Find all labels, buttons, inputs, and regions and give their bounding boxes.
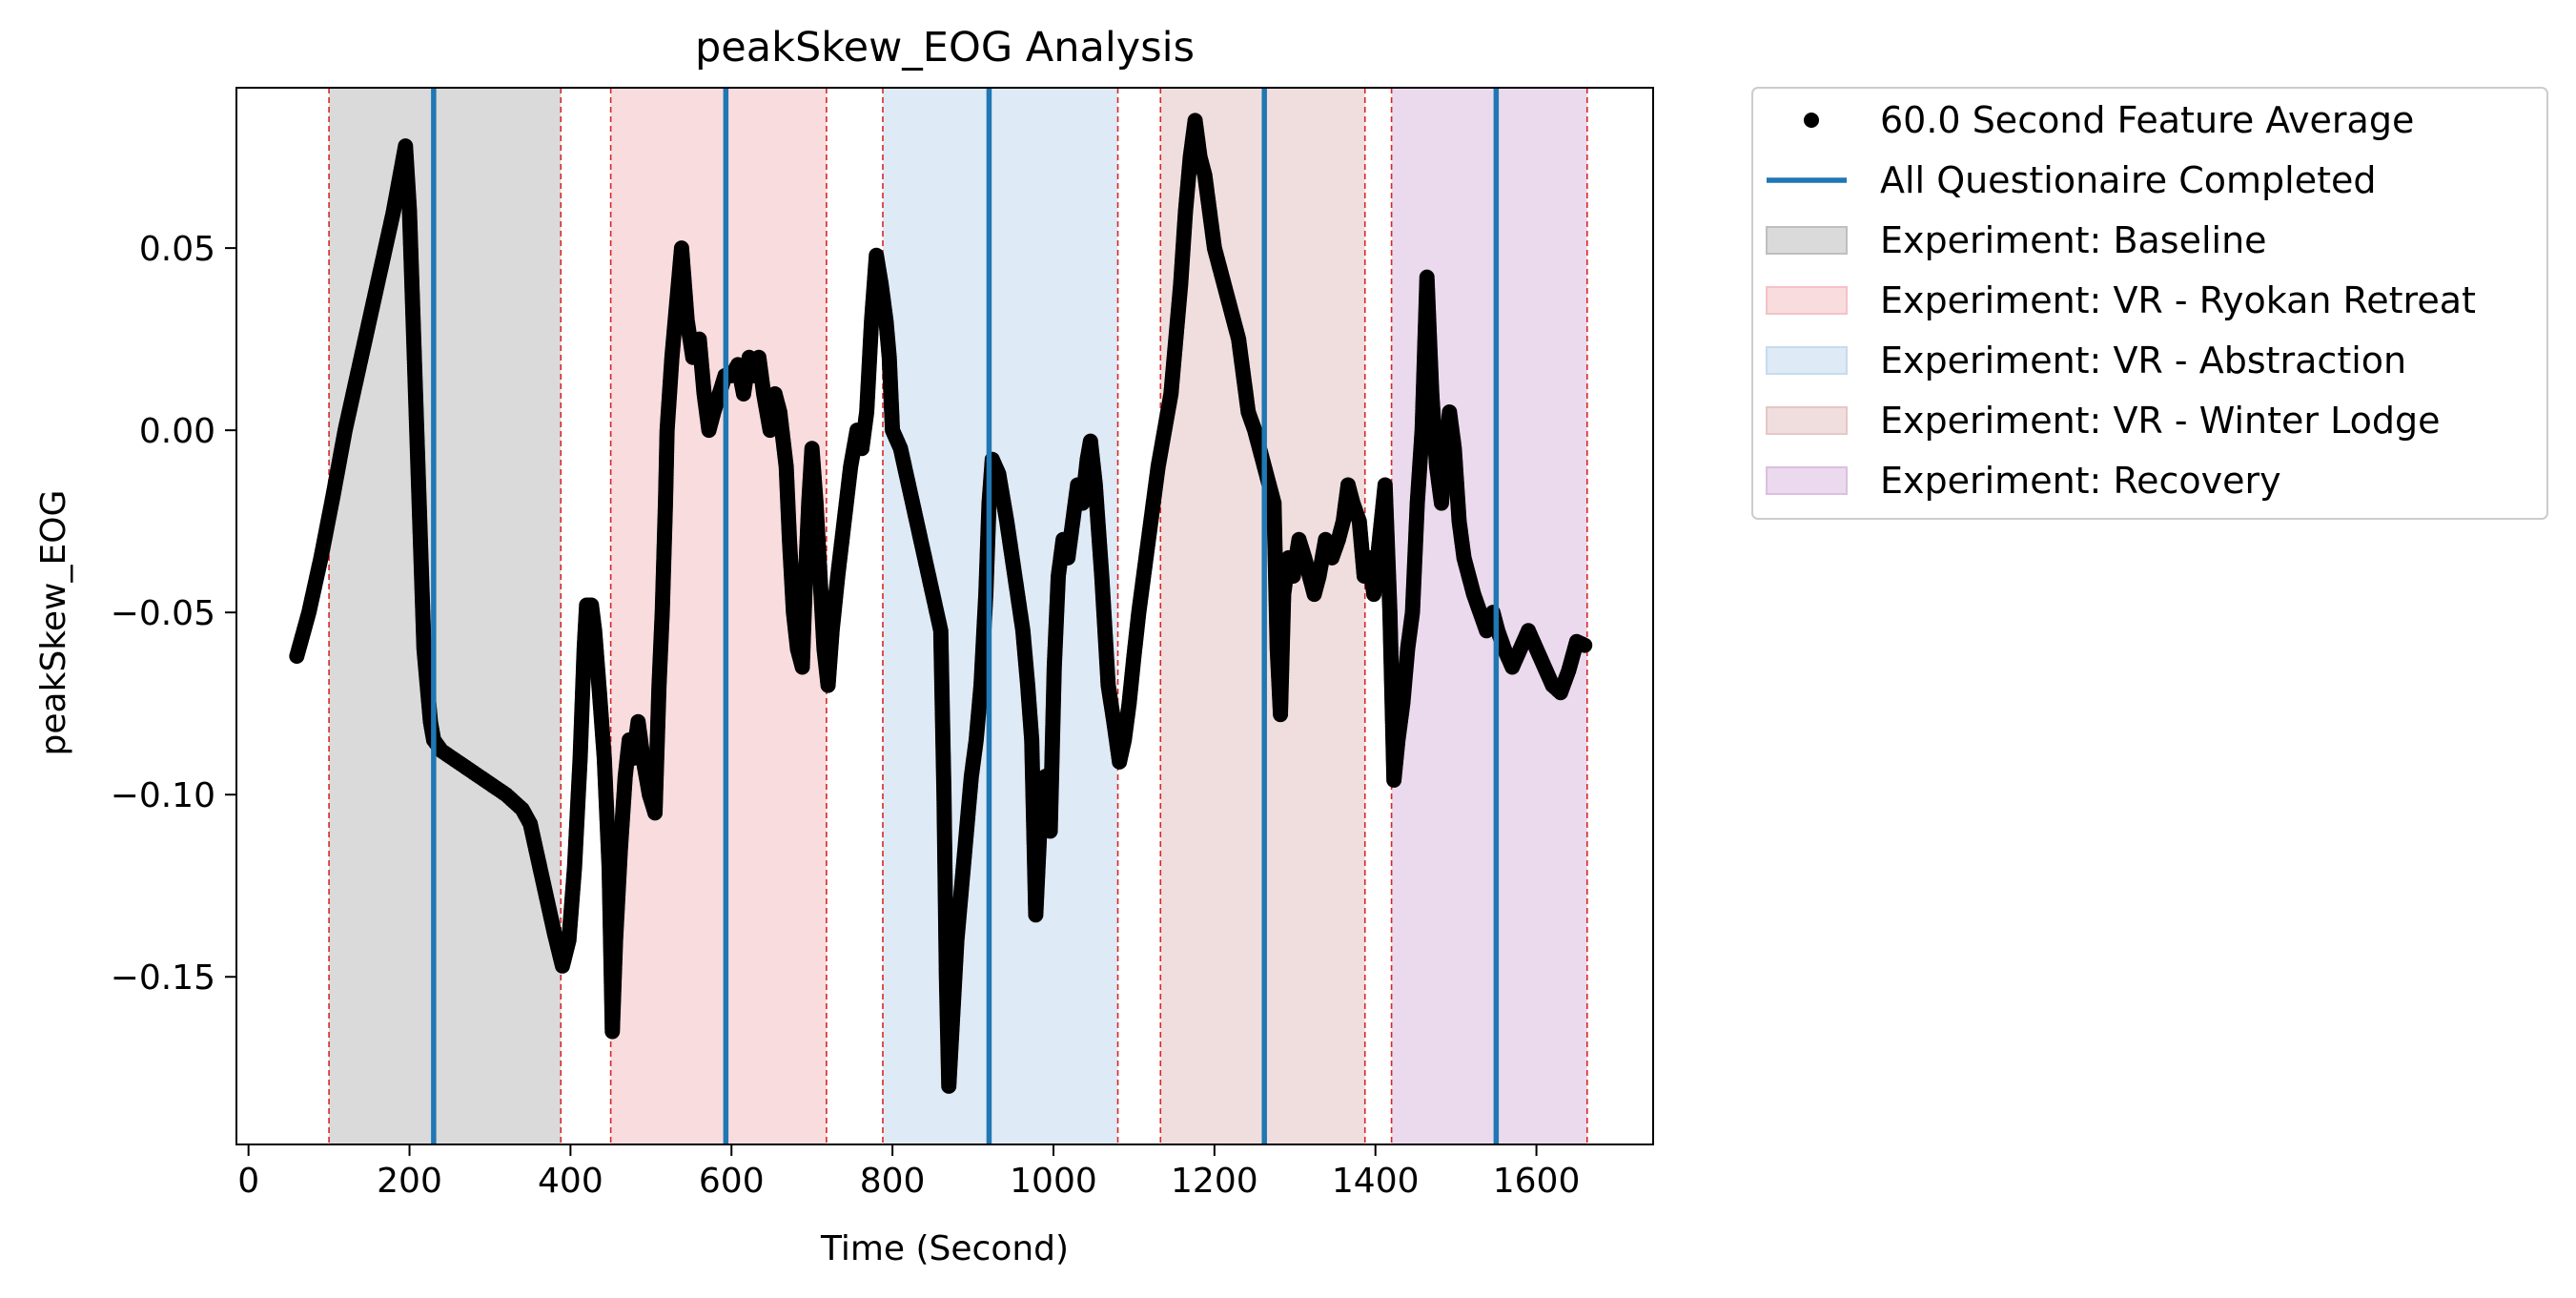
legend-label: 60.0 Second Feature Average	[1880, 99, 2414, 141]
data-points	[289, 113, 1593, 1094]
legend-label: Experiment: Recovery	[1880, 460, 2281, 502]
legend-swatch	[1766, 346, 1848, 375]
plot-area: 0 200 400 600 800 1000 1200 1400 1600 0.05 0.00 −0.…	[111, 87, 1654, 1201]
x-tick-label: 1600	[1493, 1162, 1581, 1201]
x-tick-label: 1000	[1010, 1162, 1097, 1201]
x-axis-label: Time (Second)	[820, 1229, 1069, 1268]
phase-band-1	[329, 88, 562, 1144]
x-tick-label: 600	[699, 1162, 765, 1201]
legend-label: Experiment: VR - Ryokan Retreat	[1880, 279, 2476, 321]
legend-label: Experiment: VR - Abstraction	[1880, 340, 2406, 381]
y-tick-label: −0.10	[111, 776, 215, 815]
legend-swatch	[1766, 286, 1848, 315]
legend-label: All Questionaire Completed	[1880, 159, 2377, 201]
legend-swatch	[1766, 226, 1848, 255]
y-tick-label: −0.05	[111, 594, 215, 633]
y-axis-label: peakSkew_EOG	[34, 490, 73, 756]
chart-title: peakSkew_EOG Analysis	[695, 24, 1195, 72]
data-point	[1577, 637, 1593, 653]
legend-marker	[1804, 113, 1819, 128]
legend-label: Experiment: Baseline	[1880, 219, 2267, 261]
x-tick-label: 800	[860, 1162, 926, 1201]
legend-swatch	[1766, 406, 1848, 435]
legend-frame	[1751, 87, 2548, 520]
y-tick-label: 0.05	[139, 230, 215, 269]
x-tick-label: 1400	[1332, 1162, 1420, 1201]
x-tick-label: 200	[377, 1162, 442, 1201]
x-tick-label: 1200	[1171, 1162, 1258, 1201]
phase-band-3	[882, 88, 1118, 1144]
x-tick-label: 400	[538, 1162, 603, 1201]
x-tick-label: 0	[237, 1162, 259, 1201]
plot-frame	[235, 87, 1654, 1145]
y-tick-label: 0.00	[139, 412, 215, 451]
y-tick-label: −0.15	[111, 958, 215, 998]
legend-label: Experiment: VR - Winter Lodge	[1880, 400, 2440, 442]
legend: 60.0 Second Feature Average All Questiona…	[1751, 87, 2548, 520]
legend-swatch	[1766, 466, 1848, 495]
